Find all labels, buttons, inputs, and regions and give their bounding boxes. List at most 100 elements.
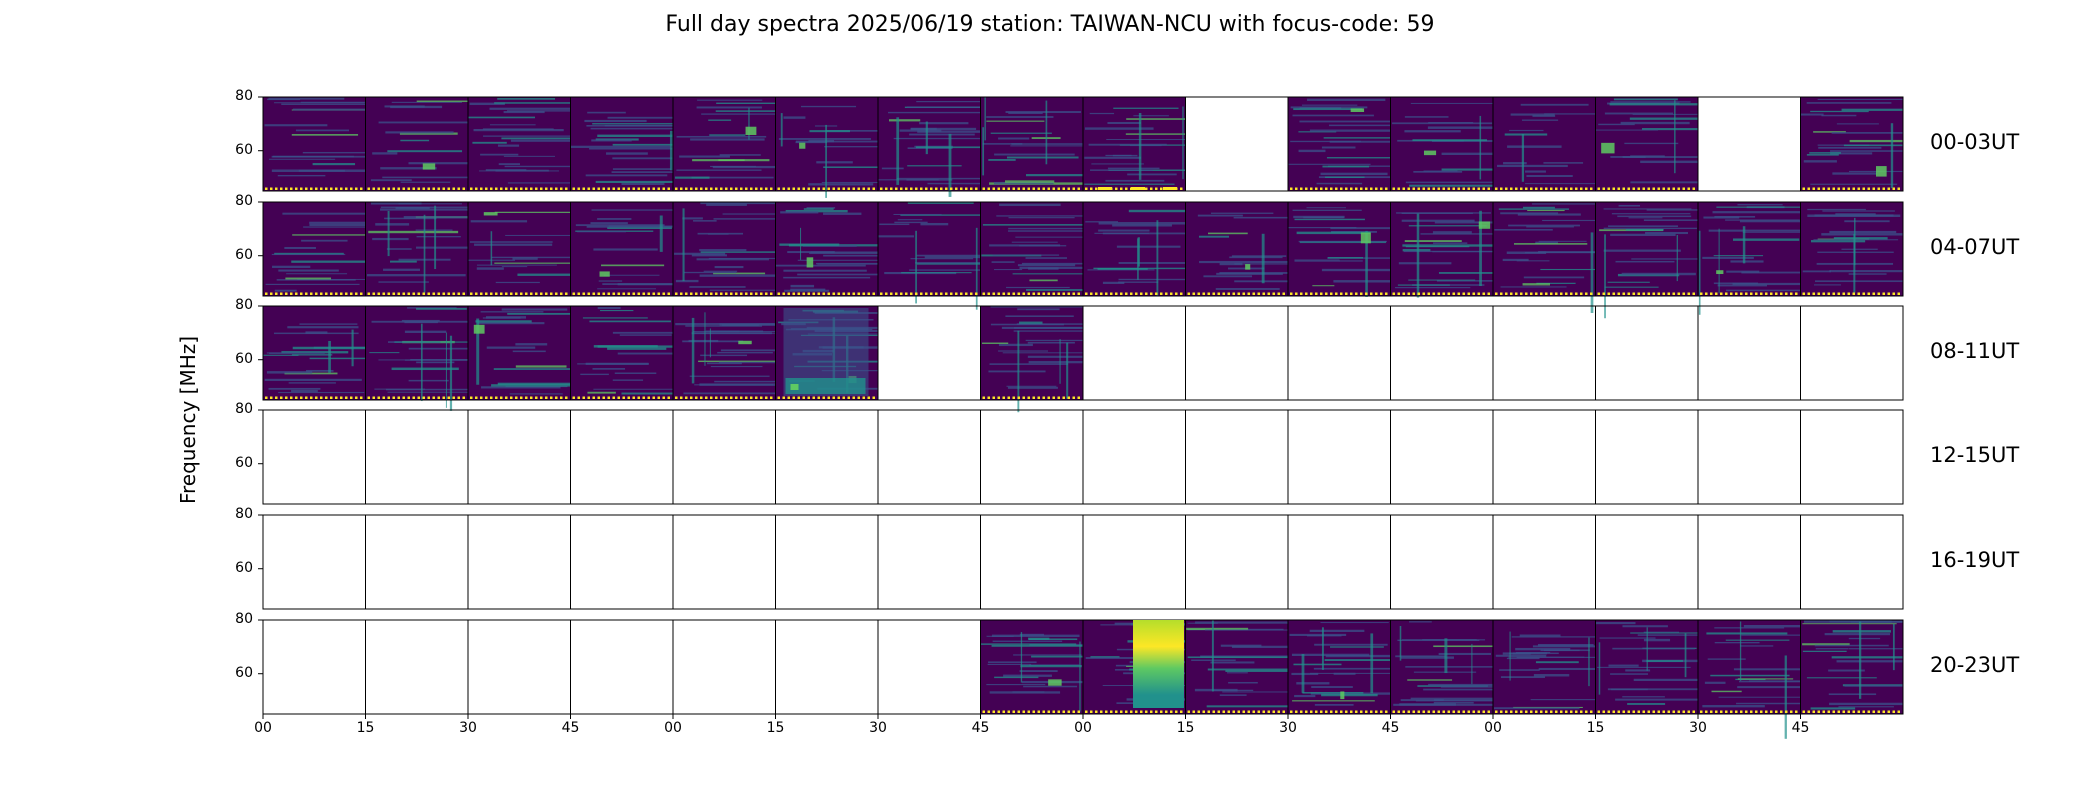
rfi-line	[1320, 622, 1389, 624]
rfi-line	[515, 365, 567, 368]
band-dot	[1160, 187, 1163, 190]
rfi-line	[797, 273, 878, 276]
band-dot	[457, 396, 460, 399]
rfi-line	[1395, 287, 1471, 289]
band-dot	[305, 292, 308, 295]
band-dot	[412, 396, 415, 399]
band-dot	[355, 292, 358, 295]
rfi-line	[1499, 669, 1540, 671]
empty-panel	[980, 409, 1084, 505]
empty-panel	[1390, 514, 1494, 610]
band-dot	[1365, 187, 1368, 190]
rfi-line	[806, 207, 836, 209]
band-dot	[945, 187, 948, 190]
band-dot	[1180, 292, 1183, 295]
rfi-line	[584, 119, 647, 123]
burst	[1182, 106, 1184, 180]
rfi-line	[700, 202, 776, 205]
band-dot	[1530, 710, 1533, 713]
band-dot	[1160, 710, 1163, 713]
band-dot	[1632, 292, 1635, 295]
band-dot	[1392, 187, 1395, 190]
band-dot	[770, 292, 773, 295]
band-dot	[1740, 292, 1743, 295]
empty-panel	[1082, 409, 1186, 505]
rfi-line	[1292, 700, 1375, 702]
band-dot	[1180, 710, 1183, 713]
rfi-line	[267, 98, 301, 101]
band-dot	[1325, 292, 1328, 295]
band-dot	[1530, 187, 1533, 190]
rfi-line	[1532, 115, 1556, 117]
band-dot	[1812, 187, 1815, 190]
band-dot	[1072, 396, 1075, 399]
rfi-line	[981, 342, 1009, 344]
band-dot	[1755, 710, 1758, 713]
spectrum-panel	[672, 305, 776, 401]
band-dot	[1385, 292, 1388, 295]
band-dot	[792, 292, 795, 295]
band-dot	[592, 396, 595, 399]
band-dot	[592, 187, 595, 190]
band-dot	[940, 292, 943, 295]
band-dot	[402, 292, 405, 295]
band-dot	[432, 292, 435, 295]
band-dot	[1862, 292, 1865, 295]
band-dot	[725, 396, 728, 399]
band-dot	[1085, 187, 1088, 190]
band-dot	[1360, 187, 1363, 190]
rfi-line	[1126, 118, 1186, 120]
rfi-line	[712, 165, 776, 169]
rfi-line	[1017, 264, 1076, 267]
band-dot	[265, 187, 268, 190]
rfi-line	[679, 155, 730, 158]
rfi-line	[1031, 655, 1083, 658]
rfi-line	[382, 176, 468, 179]
band-dot	[1672, 187, 1675, 190]
rfi-line	[1536, 282, 1576, 284]
band-dot	[470, 396, 473, 399]
band-dot	[495, 396, 498, 399]
band-dot	[1585, 187, 1588, 190]
band-dot	[1505, 187, 1508, 190]
panel-frame	[1287, 514, 1391, 610]
rfi-line	[1507, 145, 1562, 148]
band-dot	[1392, 292, 1395, 295]
rfi-line	[298, 169, 345, 172]
panel-frame	[262, 619, 366, 715]
rfi-line	[1506, 657, 1540, 660]
band-dot	[1487, 710, 1490, 713]
rfi-line	[1321, 268, 1391, 272]
band-dot	[997, 187, 1000, 190]
band-dot	[657, 292, 660, 295]
band-dot	[662, 396, 665, 399]
rfi-line	[1313, 667, 1391, 670]
band-dot	[1477, 187, 1480, 190]
rfi-line	[924, 256, 981, 259]
rfi-line	[1325, 176, 1365, 178]
band-dot	[447, 187, 450, 190]
band-dot	[452, 292, 455, 295]
rfi-line	[915, 146, 981, 149]
band-dot	[997, 396, 1000, 399]
band-dot	[680, 292, 683, 295]
rfi-line	[416, 100, 468, 103]
band-dot	[1692, 710, 1695, 713]
band-dot	[1032, 396, 1035, 399]
band-dot	[1510, 187, 1513, 190]
burst	[387, 210, 390, 257]
rfi-line	[1527, 209, 1565, 212]
rfi-line	[1207, 232, 1248, 235]
rfi-line	[1021, 262, 1083, 265]
rfi-line	[916, 100, 981, 103]
rfi-line	[1307, 635, 1342, 637]
rfi-line	[987, 663, 1032, 666]
burst	[1066, 342, 1069, 399]
rfi-line	[1195, 621, 1288, 624]
rfi-line	[510, 139, 571, 142]
band-dot	[1495, 710, 1498, 713]
rfi-line	[994, 269, 1023, 271]
band-dot	[325, 187, 328, 190]
band-dot	[1462, 187, 1465, 190]
rfi-line	[1829, 270, 1903, 273]
